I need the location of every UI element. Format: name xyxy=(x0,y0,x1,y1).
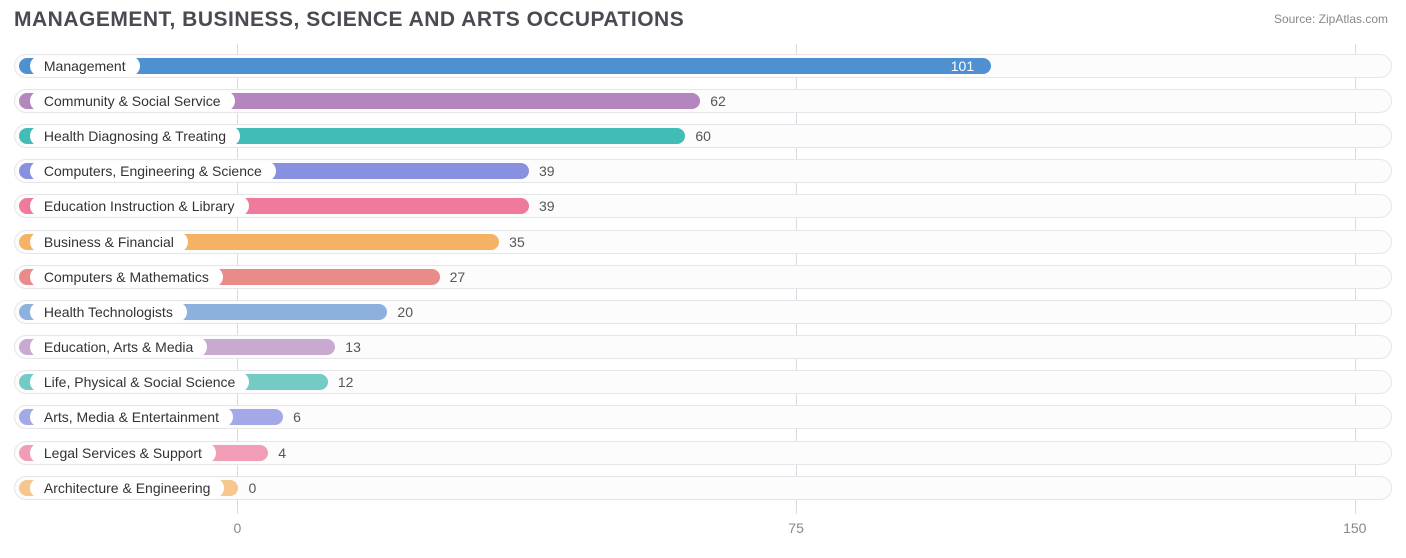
bar-value: 13 xyxy=(345,339,361,355)
bar-row: Computers, Engineering & Science 39 xyxy=(14,154,1392,189)
bar-track: Life, Physical & Social Science 12 xyxy=(14,370,1392,394)
chart-title: MANAGEMENT, BUSINESS, SCIENCE AND ARTS O… xyxy=(14,8,684,32)
bar-track: Architecture & Engineering 0 xyxy=(14,476,1392,500)
bar-label: Community & Social Service xyxy=(30,91,235,111)
bar-value: 101 xyxy=(951,58,974,74)
bar-label: Computers & Mathematics xyxy=(30,267,223,287)
header: MANAGEMENT, BUSINESS, SCIENCE AND ARTS O… xyxy=(14,8,1392,32)
plot: Management 101 Community & Social Service 6… xyxy=(14,44,1392,514)
bar-row: Legal Services & Support 4 xyxy=(14,435,1392,470)
x-tick-label: 150 xyxy=(1343,520,1366,536)
bar-track: Computers & Mathematics 27 xyxy=(14,265,1392,289)
bar-track: Computers, Engineering & Science 39 xyxy=(14,159,1392,183)
bar-row: Architecture & Engineering 0 xyxy=(14,470,1392,505)
bar-label: Business & Financial xyxy=(30,232,188,252)
bar-row: Health Diagnosing & Treating 60 xyxy=(14,118,1392,153)
bar-row: Computers & Mathematics 27 xyxy=(14,259,1392,294)
source-label: Source: ZipAtlas.com xyxy=(1274,12,1388,26)
bar-row: Community & Social Service 62 xyxy=(14,83,1392,118)
bar-value: 6 xyxy=(293,409,301,425)
bar-value: 4 xyxy=(278,445,286,461)
x-tick-label: 75 xyxy=(788,520,804,536)
bar-label: Health Technologists xyxy=(30,302,187,322)
bar-label: Arts, Media & Entertainment xyxy=(30,407,233,427)
bar-track: Education Instruction & Library 39 xyxy=(14,194,1392,218)
bar-value: 62 xyxy=(710,93,726,109)
bar-row: Life, Physical & Social Science 12 xyxy=(14,365,1392,400)
bar-value: 60 xyxy=(695,128,711,144)
bar-label: Legal Services & Support xyxy=(30,443,216,463)
bar-row: Education, Arts & Media 13 xyxy=(14,330,1392,365)
bar-label: Life, Physical & Social Science xyxy=(30,372,249,392)
bar-value: 12 xyxy=(338,374,354,390)
bar-label: Architecture & Engineering xyxy=(30,478,225,498)
bar-row: Business & Financial 35 xyxy=(14,224,1392,259)
chart-area: Management 101 Community & Social Service 6… xyxy=(14,44,1392,539)
bar-label: Education, Arts & Media xyxy=(30,337,207,357)
bar-track: Health Technologists 20 xyxy=(14,300,1392,324)
bar-value: 27 xyxy=(450,269,466,285)
bar-value: 0 xyxy=(248,480,256,496)
bar-row: Education Instruction & Library 39 xyxy=(14,189,1392,224)
bar-track: Business & Financial 35 xyxy=(14,230,1392,254)
bar-value: 20 xyxy=(397,304,413,320)
bar-row: Management 101 xyxy=(14,48,1392,83)
bar-track: Arts, Media & Entertainment 6 xyxy=(14,405,1392,429)
bars-group: Management 101 Community & Social Service 6… xyxy=(14,44,1392,505)
bar-row: Health Technologists 20 xyxy=(14,294,1392,329)
x-tick-label: 0 xyxy=(234,520,242,536)
bar-fill xyxy=(19,58,990,74)
bar-value: 39 xyxy=(539,163,555,179)
bar-track: Management 101 xyxy=(14,54,1392,78)
bar-track: Legal Services & Support 4 xyxy=(14,441,1392,465)
bar-label: Education Instruction & Library xyxy=(30,196,249,216)
bar-row: Arts, Media & Entertainment 6 xyxy=(14,400,1392,435)
bar-value: 39 xyxy=(539,198,555,214)
bar-label: Health Diagnosing & Treating xyxy=(30,126,240,146)
chart-container: MANAGEMENT, BUSINESS, SCIENCE AND ARTS O… xyxy=(0,0,1406,558)
bar-label: Management xyxy=(30,56,140,76)
bar-track: Community & Social Service 62 xyxy=(14,89,1392,113)
x-axis: 0 75 150 xyxy=(14,517,1392,539)
bar-track: Education, Arts & Media 13 xyxy=(14,335,1392,359)
bar-value: 35 xyxy=(509,234,525,250)
bar-track: Health Diagnosing & Treating 60 xyxy=(14,124,1392,148)
bar-label: Computers, Engineering & Science xyxy=(30,161,276,181)
